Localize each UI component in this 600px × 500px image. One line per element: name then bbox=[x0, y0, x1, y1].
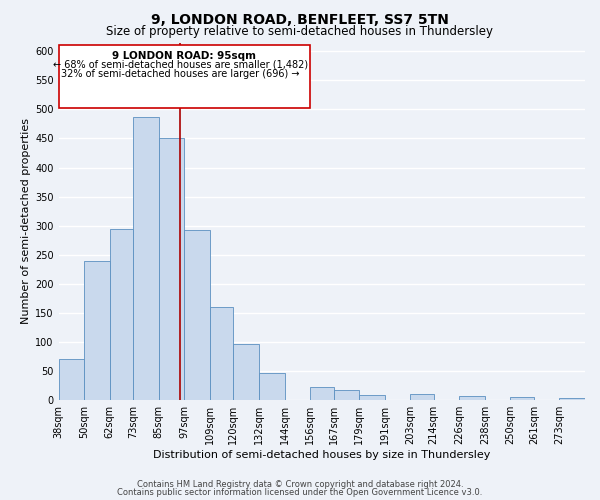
Text: Contains public sector information licensed under the Open Government Licence v3: Contains public sector information licen… bbox=[118, 488, 482, 497]
Text: Size of property relative to semi-detached houses in Thundersley: Size of property relative to semi-detach… bbox=[107, 25, 493, 38]
Bar bbox=[511, 398, 534, 400]
Bar bbox=[459, 396, 485, 400]
Text: 32% of semi-detached houses are larger (696) →: 32% of semi-detached houses are larger (… bbox=[61, 68, 299, 78]
Bar bbox=[110, 228, 133, 400]
Text: 9, LONDON ROAD, BENFLEET, SS7 5TN: 9, LONDON ROAD, BENFLEET, SS7 5TN bbox=[151, 12, 449, 26]
Bar bbox=[84, 260, 110, 400]
Bar bbox=[259, 373, 284, 400]
Y-axis label: Number of semi-detached properties: Number of semi-detached properties bbox=[21, 118, 31, 324]
X-axis label: Distribution of semi-detached houses by size in Thundersley: Distribution of semi-detached houses by … bbox=[153, 450, 491, 460]
Text: 9 LONDON ROAD: 95sqm: 9 LONDON ROAD: 95sqm bbox=[112, 51, 256, 61]
Text: Contains HM Land Registry data © Crown copyright and database right 2024.: Contains HM Land Registry data © Crown c… bbox=[137, 480, 463, 489]
Bar bbox=[410, 394, 434, 400]
Bar bbox=[210, 307, 233, 400]
Bar bbox=[133, 117, 159, 400]
Text: ← 68% of semi-detached houses are smaller (1,482): ← 68% of semi-detached houses are smalle… bbox=[53, 60, 308, 70]
Bar bbox=[159, 138, 184, 400]
Bar bbox=[59, 46, 310, 108]
Bar bbox=[334, 390, 359, 400]
Bar bbox=[359, 395, 385, 400]
Bar bbox=[233, 344, 259, 400]
Bar bbox=[559, 398, 585, 400]
Bar bbox=[59, 360, 84, 400]
Bar bbox=[310, 388, 334, 400]
Bar bbox=[184, 230, 210, 400]
